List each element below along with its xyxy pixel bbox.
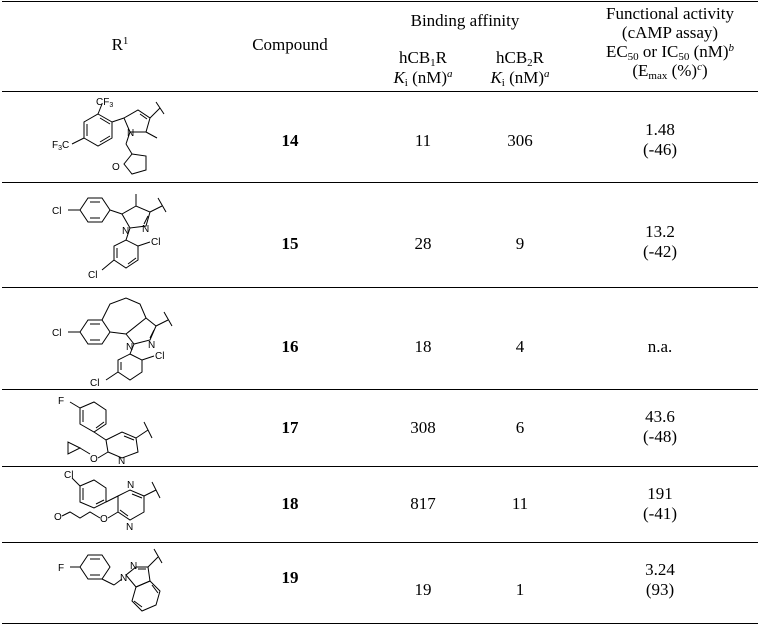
svg-text:CF3: CF3: [96, 97, 113, 109]
header-compound: Compound: [252, 35, 328, 54]
hcb2r-label: hCB2R: [495, 48, 545, 69]
row-divider: [2, 182, 758, 183]
compound-id: 19: [281, 568, 299, 587]
table-bottom-rule: [2, 623, 758, 624]
svg-text:Cl: Cl: [52, 206, 61, 217]
compound-id: 16: [281, 337, 299, 356]
svg-text:O: O: [90, 454, 98, 464]
svg-text:Cl: Cl: [88, 270, 97, 281]
functional-ec50-ic50: EC50 or IC50 (nM)b: [605, 42, 735, 63]
compound-id: 18: [281, 494, 299, 513]
header-functional-activity: Functional activity (cAMP assay) EC50 or…: [580, 4, 760, 82]
hcb1r-ki-value: 817: [410, 494, 436, 513]
functional-activity-value: n.a.: [647, 337, 673, 356]
hcb1r-ki-label: Ki (nM)a: [393, 68, 453, 89]
r1-label: R: [111, 35, 123, 54]
r1-superscript: 1: [122, 35, 129, 47]
functional-title: Functional activity: [606, 4, 734, 23]
svg-text:Cl: Cl: [155, 351, 164, 362]
svg-text:O: O: [100, 514, 108, 525]
svg-text:Cl: Cl: [52, 328, 61, 339]
row-divider: [2, 389, 758, 390]
functional-emax: (Emax (%)c): [632, 61, 708, 82]
hcb2r-ki-label: Ki (nM)a: [490, 68, 550, 89]
hcb1r-ki-value: 19: [414, 580, 432, 599]
svg-text:N: N: [127, 480, 134, 491]
structure-compound-16: Cl N N Cl Cl: [52, 297, 173, 388]
svg-text:O: O: [54, 512, 62, 523]
functional-activity-value: 3.24 (93): [645, 560, 675, 599]
hcb2r-ki-value: 9: [515, 234, 525, 253]
hcb2r-ki-value: 4: [515, 337, 525, 356]
header-hcb2r: hCB2R Ki (nM)a: [465, 48, 575, 89]
structure-compound-17: F O N: [58, 396, 153, 464]
hcb2r-ki-value: 11: [511, 494, 529, 513]
structure-compound-14: CF3 F3C N O: [52, 97, 165, 175]
structure-compound-15: Cl N N Cl Cl: [52, 194, 167, 281]
compound-id: 15: [281, 234, 299, 253]
hcb1r-ki-value: 11: [414, 131, 432, 150]
svg-text:O: O: [112, 162, 120, 173]
svg-text:N: N: [118, 456, 125, 464]
svg-text:N: N: [126, 522, 133, 533]
svg-text:N: N: [120, 573, 127, 584]
hcb1r-ki-value: 18: [414, 337, 432, 356]
structure-compound-19: F N N: [58, 548, 163, 612]
functional-activity-value: 1.48 (-46): [643, 120, 677, 159]
svg-text:N: N: [142, 224, 149, 235]
hcb1r-ki-value: 308: [410, 418, 436, 437]
header-binding-affinity: Binding affinity: [410, 11, 520, 30]
compound-id: 14: [281, 131, 299, 150]
svg-text:N: N: [130, 561, 137, 572]
functional-activity-value: 43.6 (-48): [643, 407, 677, 446]
functional-assay: (cAMP assay): [621, 23, 719, 42]
hcb1r-ki-value: 28: [414, 234, 432, 253]
hcb2r-ki-value: 6: [515, 418, 525, 437]
row-divider: [2, 287, 758, 288]
hcb1r-label: hCB1R: [398, 48, 448, 69]
table-header-rule: [2, 91, 758, 92]
row-divider: [2, 466, 758, 467]
svg-text:N: N: [148, 340, 155, 351]
svg-text:N: N: [122, 226, 129, 237]
svg-text:N: N: [126, 342, 133, 353]
svg-text:Cl: Cl: [64, 470, 73, 481]
header-r1: R1: [90, 35, 150, 55]
hcb2r-ki-value: 306: [507, 131, 533, 150]
structure-compound-18: Cl N N O O: [54, 470, 161, 533]
svg-text:F: F: [58, 563, 64, 574]
functional-activity-value: 13.2 (-42): [643, 222, 677, 261]
svg-text:Cl: Cl: [90, 378, 99, 388]
table-top-rule: [2, 1, 758, 2]
svg-text:N: N: [127, 128, 134, 139]
hcb2r-ki-value: 1: [515, 580, 525, 599]
functional-activity-value: 191 (-41): [643, 484, 677, 523]
svg-text:F: F: [58, 396, 64, 407]
row-divider: [2, 542, 758, 543]
compound-id: 17: [281, 418, 299, 437]
svg-text:F3C: F3C: [52, 140, 69, 152]
svg-text:Cl: Cl: [151, 237, 160, 248]
header-hcb1r: hCB1R Ki (nM)a: [368, 48, 478, 89]
